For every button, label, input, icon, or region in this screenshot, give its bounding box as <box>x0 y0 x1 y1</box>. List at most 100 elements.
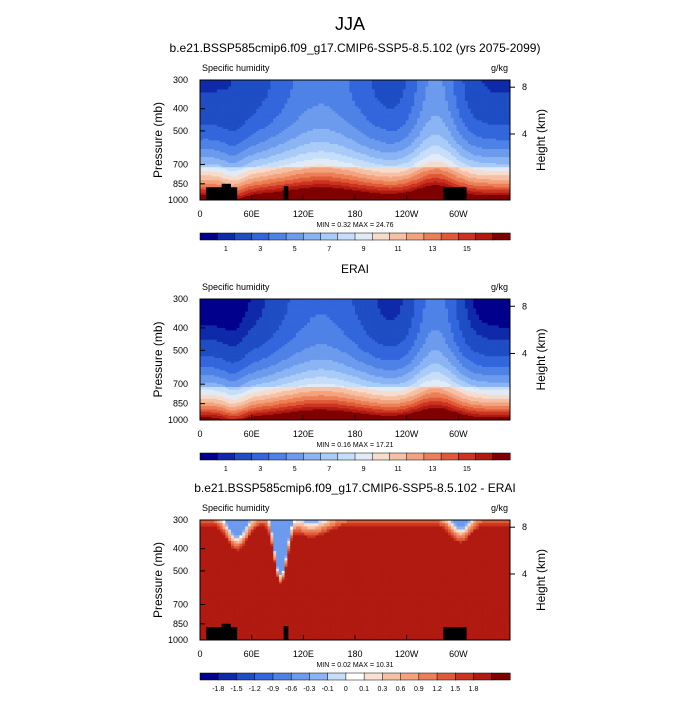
contour-cell <box>375 92 378 95</box>
contour-cell <box>411 92 414 95</box>
contour-cell <box>378 83 381 87</box>
contour-cell <box>214 92 217 95</box>
contour-cell <box>276 80 279 84</box>
contour-cell <box>496 95 499 98</box>
contour-cell <box>206 104 209 107</box>
contour-cell <box>287 90 290 93</box>
contour-cell <box>378 101 381 104</box>
contour-cell <box>245 80 248 84</box>
contour-cell <box>234 92 237 95</box>
panel-title: b.e21.BSSP585cmip6.f09_g17.CMIP6-SSP5-8.… <box>170 41 541 55</box>
contour-cell <box>341 111 344 114</box>
contour-cell <box>341 86 344 89</box>
contour-cell <box>262 80 265 84</box>
contour-cell <box>369 95 372 98</box>
contour-cell <box>276 104 279 107</box>
contour-cell <box>496 109 499 112</box>
contour-cell <box>231 114 234 117</box>
contour-cell <box>321 90 324 93</box>
contour-cell <box>251 90 254 93</box>
contour-cell <box>313 101 316 104</box>
contour-cell <box>471 83 474 87</box>
contour-cell <box>437 104 440 107</box>
contour-cell <box>208 83 211 87</box>
contour-cell <box>231 83 234 87</box>
contour-cell <box>428 109 431 112</box>
contour-cell <box>313 106 316 109</box>
contour-cell <box>287 86 290 89</box>
contour-cell <box>321 80 324 84</box>
contour-cell <box>397 104 400 107</box>
contour-cell <box>375 98 378 101</box>
contour-cell <box>451 106 454 109</box>
contour-cell <box>459 92 462 95</box>
contour-cell <box>459 80 462 84</box>
contour-cell <box>434 95 437 98</box>
contour-cell <box>499 114 502 117</box>
contour-cell <box>499 90 502 93</box>
contour-cell <box>428 101 431 104</box>
contour-cell <box>355 92 358 95</box>
contour-cell <box>493 104 496 107</box>
contour-cell <box>417 92 420 95</box>
contour-cell <box>473 83 476 87</box>
contour-cell <box>282 114 285 117</box>
contour-cell <box>462 98 465 101</box>
contour-cell <box>217 109 220 112</box>
contour-cell <box>301 83 304 87</box>
contour-cell <box>428 95 431 98</box>
contour-cell <box>256 80 259 84</box>
contour-cell <box>237 86 240 89</box>
contour-cell <box>394 101 397 104</box>
contour-cell <box>206 109 209 112</box>
contour-cell <box>496 80 499 84</box>
contour-cell <box>434 92 437 95</box>
contour-cell <box>211 90 214 93</box>
contour-cell <box>411 116 414 119</box>
contour-cell <box>248 106 251 109</box>
contour-cell <box>245 86 248 89</box>
contour-cell <box>273 95 276 98</box>
contour-cell <box>251 111 254 114</box>
contour-cell <box>203 80 206 84</box>
contour-cell <box>273 101 276 104</box>
contour-cell <box>482 109 485 112</box>
contour-cell <box>304 83 307 87</box>
contour-cell <box>462 95 465 98</box>
contour-cell <box>327 83 330 87</box>
contour-cell <box>490 83 493 87</box>
contour-cell <box>208 116 211 119</box>
contour-cell <box>276 90 279 93</box>
contour-cell <box>355 86 358 89</box>
contour-cell <box>265 98 268 101</box>
contour-cell <box>335 90 338 93</box>
contour-cell <box>403 116 406 119</box>
contour-cell <box>425 92 428 95</box>
contour-cell <box>237 109 240 112</box>
contour-cell <box>228 109 231 112</box>
contour-cell <box>341 106 344 109</box>
contour-cell <box>332 95 335 98</box>
contour-cell <box>493 111 496 114</box>
contour-cell <box>296 90 299 93</box>
contour-cell <box>406 106 409 109</box>
contour-cell <box>428 90 431 93</box>
contour-cell <box>293 111 296 114</box>
contour-cell <box>347 80 350 84</box>
contour-cell <box>431 114 434 117</box>
contour-cell <box>473 86 476 89</box>
contour-cell <box>406 111 409 114</box>
contour-cell <box>316 111 319 114</box>
contour-cell <box>414 80 417 84</box>
contour-cell <box>262 98 265 101</box>
contour-cell <box>251 86 254 89</box>
contour-cell <box>493 80 496 84</box>
contour-cell <box>254 98 257 101</box>
contour-cell <box>349 86 352 89</box>
contour-cell <box>217 86 220 89</box>
contour-cell <box>366 92 369 95</box>
contour-cell <box>214 109 217 112</box>
contour-cell <box>448 104 451 107</box>
contour-cell <box>375 86 378 89</box>
contour-cell <box>400 109 403 112</box>
